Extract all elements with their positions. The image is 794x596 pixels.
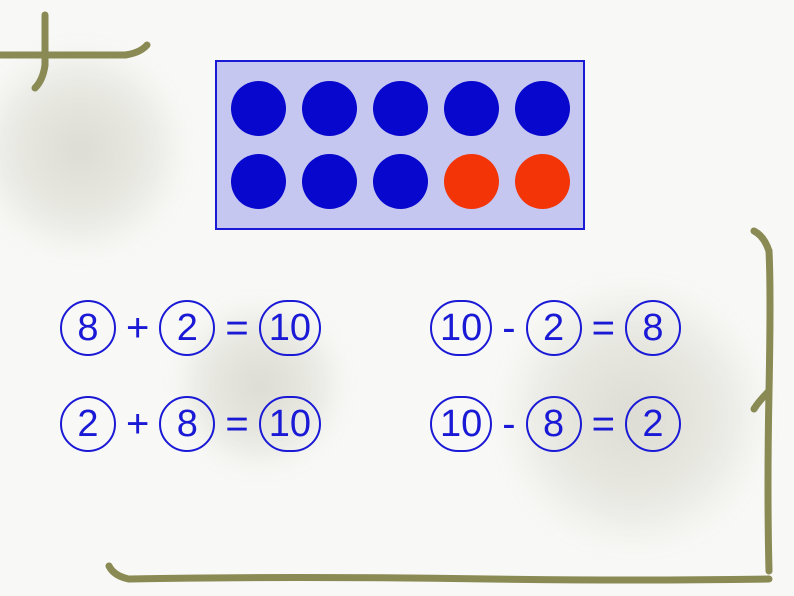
dot-blue [231, 154, 286, 209]
operand-a: 2 [60, 396, 116, 452]
operand-b: 2 [159, 300, 215, 356]
operator: + [122, 402, 153, 447]
operator: - [498, 402, 519, 447]
equals-sign: = [588, 402, 619, 447]
result: 10 [259, 300, 321, 356]
operand-b: 8 [526, 396, 582, 452]
equation: 8 + 2 = 10 [60, 300, 370, 356]
equation: 10 - 2 = 8 [430, 300, 740, 356]
dot-red [515, 154, 570, 209]
operand-b: 8 [159, 396, 215, 452]
result: 2 [625, 396, 681, 452]
equals-sign: = [221, 306, 252, 351]
operator: + [122, 306, 153, 351]
equals-sign: = [221, 402, 252, 447]
operand-a: 8 [60, 300, 116, 356]
operand-a: 10 [430, 300, 492, 356]
dot-blue [515, 81, 570, 136]
dot-red [444, 154, 499, 209]
operand-b: 2 [526, 300, 582, 356]
result: 10 [259, 396, 321, 452]
equations-grid: 8 + 2 = 10 10 - 2 = 8 2 + 8 = 10 10 - 8 … [60, 300, 740, 452]
dot-grid-box [215, 60, 585, 230]
operand-a: 10 [430, 396, 492, 452]
dot-row [231, 154, 570, 209]
dot-blue [444, 81, 499, 136]
dot-blue [302, 154, 357, 209]
dot-blue [231, 81, 286, 136]
operator: - [498, 306, 519, 351]
dot-blue [373, 154, 428, 209]
dot-blue [373, 81, 428, 136]
result: 8 [625, 300, 681, 356]
equation: 10 - 8 = 2 [430, 396, 740, 452]
equation: 2 + 8 = 10 [60, 396, 370, 452]
equals-sign: = [588, 306, 619, 351]
dot-blue [302, 81, 357, 136]
vine-top-left-icon [0, 10, 175, 130]
dot-row [231, 81, 570, 136]
